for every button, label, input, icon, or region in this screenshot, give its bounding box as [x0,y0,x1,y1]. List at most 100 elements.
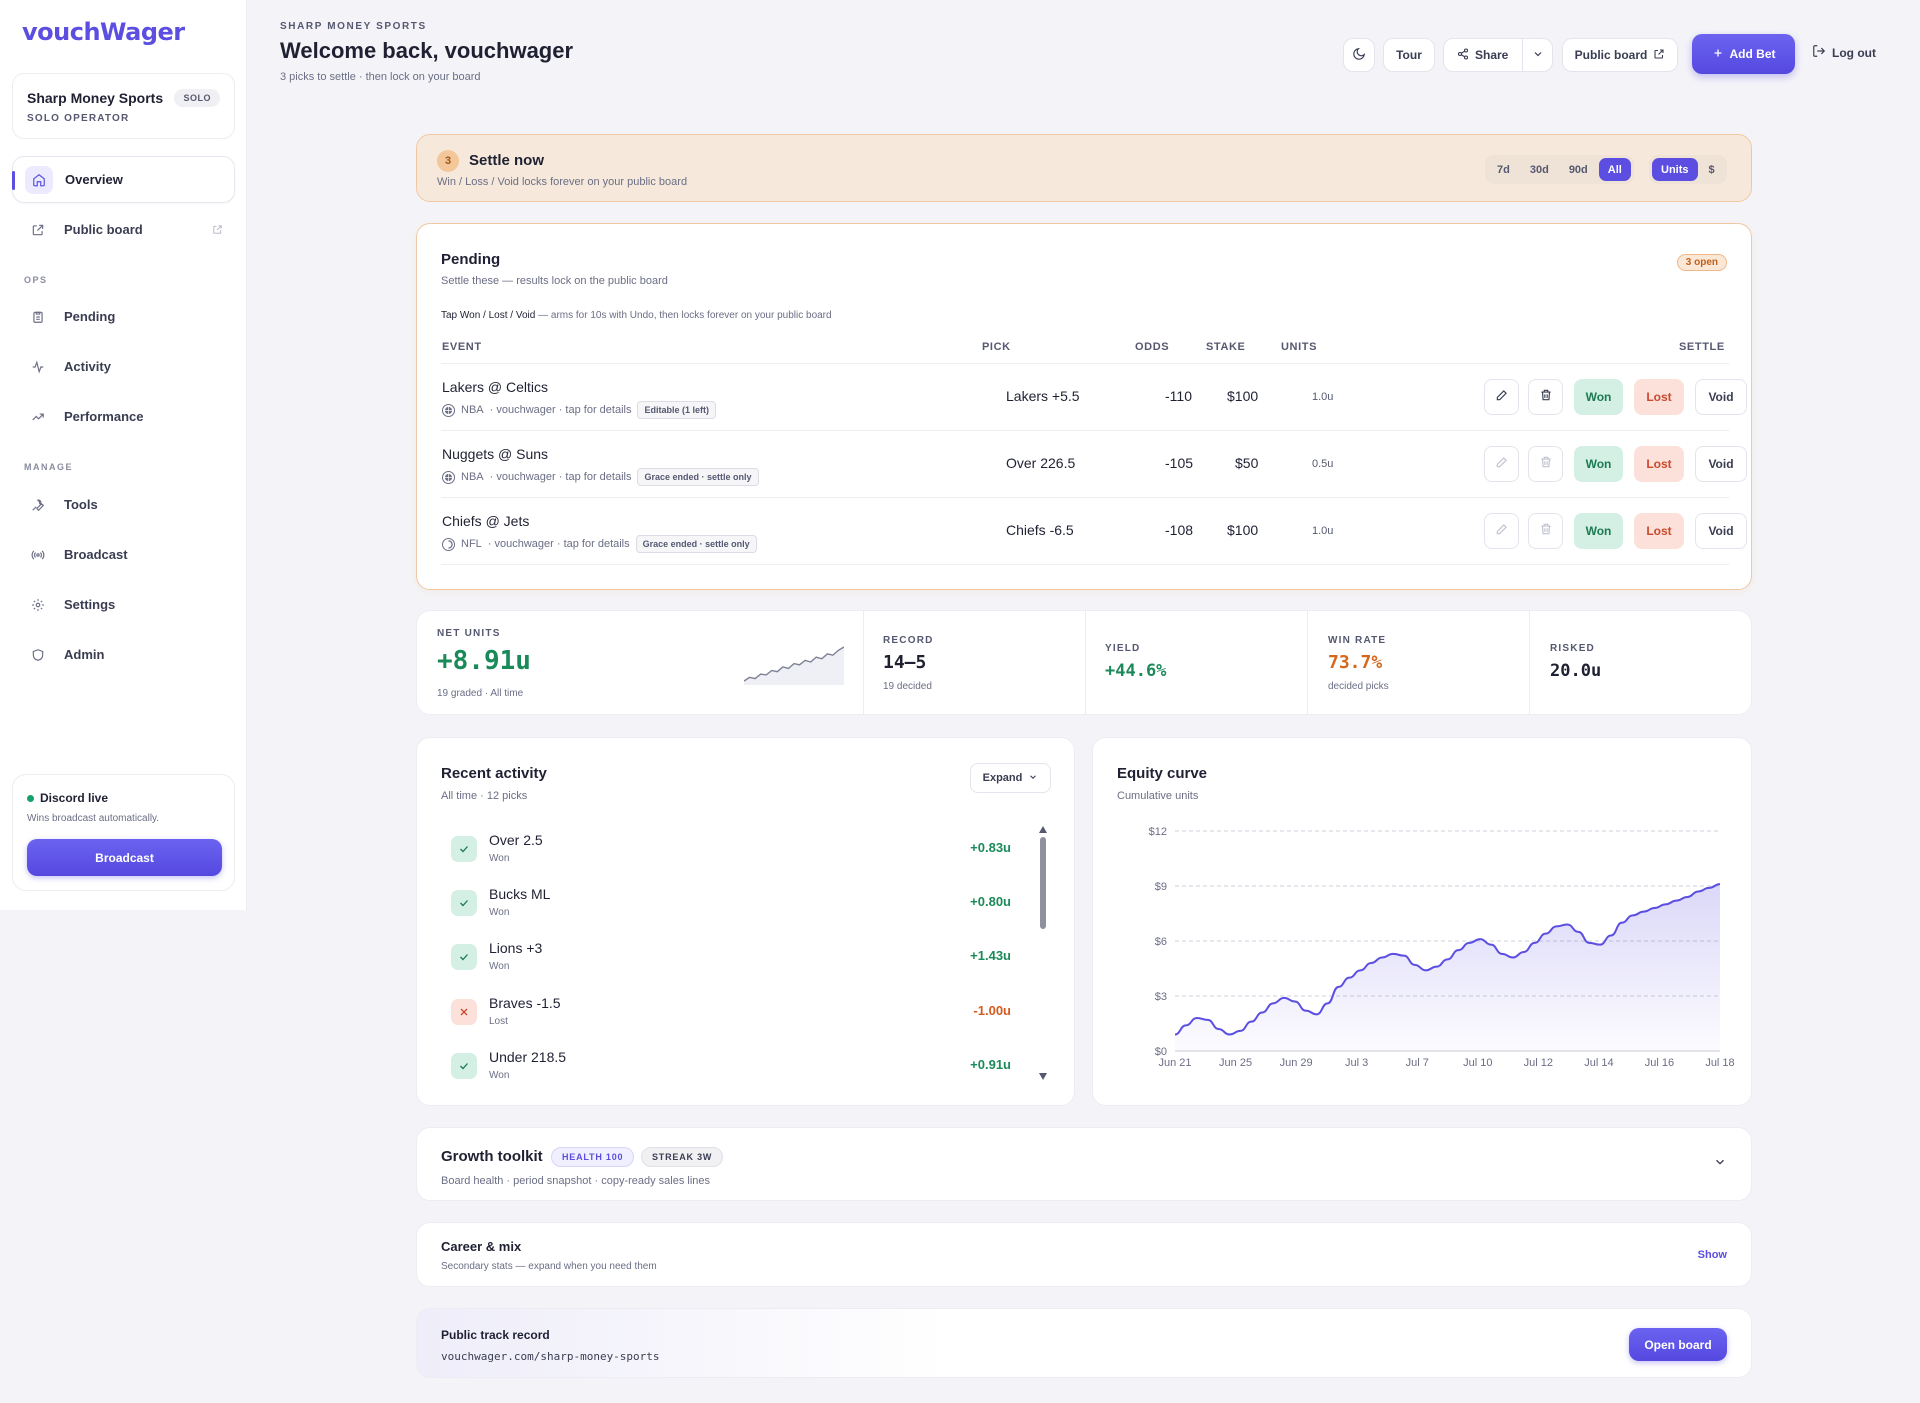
x-tick-label: Jul 14 [1584,1057,1613,1069]
delete-button[interactable] [1528,379,1563,415]
range-all[interactable]: All [1598,158,1631,181]
void-button[interactable]: Void [1695,513,1747,549]
stat-divider [863,611,864,714]
event-meta-text: · vouchwager · tap for details [489,404,632,416]
scrollbar-thumb[interactable] [1040,837,1046,929]
event-meta: NBA · vouchwager · tap for details Grace… [442,468,759,486]
list-item[interactable]: Bucks ML Won +0.80u [451,882,1011,932]
equity-subtitle: Cumulative units [1117,790,1199,802]
list-item[interactable]: Over 2.5 Won +0.83u [451,828,1011,878]
void-button[interactable]: Void [1695,379,1747,415]
win-rate-sub: decided picks [1328,681,1389,692]
show-button[interactable]: Show [1697,1249,1727,1261]
health-pill: HEALTH 100 [551,1147,635,1167]
sidebar-item-overview[interactable]: Overview [12,156,235,203]
range-30d[interactable]: 30d [1529,163,1549,176]
theme-toggle-button[interactable] [1343,38,1375,72]
sidebar-item-performance[interactable]: Performance [12,393,235,440]
org-switcher[interactable]: Sharp Money Sports SOLO SOLO OPERATOR [12,73,235,139]
y-tick-label: $0 [1155,1046,1167,1058]
table-row[interactable]: Lakers @ Celtics NBA · vouchwager · tap … [441,363,1747,430]
broadcast-button[interactable]: Broadcast [27,839,222,876]
page-title: Welcome back, vouchwager [280,38,574,63]
add-bet-button[interactable]: Add Bet [1692,34,1795,74]
scroll-down-arrow[interactable] [1039,1073,1047,1080]
share-icon [1457,47,1469,63]
settle-now-banner: 3 Settle now Win / Loss / Void locks for… [416,134,1752,202]
sidebar-item-label: Tools [64,497,98,512]
public-board-url[interactable]: vouchwager.com/sharp-money-sports [441,1350,660,1363]
public-board-button[interactable]: Public board [1562,38,1678,72]
x-tick-label: Jul 18 [1705,1057,1734,1069]
mode-dollars[interactable]: $ [1708,163,1715,176]
x-tick-label: Jun 25 [1219,1057,1252,1069]
share-button[interactable]: Share [1443,38,1553,72]
list-item[interactable]: Under 218.5 Won +0.91u [451,1045,1011,1095]
trash-icon [1539,455,1553,474]
range-selector: 7d 30d 90d All [1485,155,1634,184]
tour-button[interactable]: Tour [1383,38,1435,72]
activity-scrollbar[interactable] [1039,826,1047,1080]
sidebar-item-broadcast[interactable]: Broadcast [12,531,235,578]
app-logo[interactable]: vouchWager [22,18,185,46]
stake: $100 [1227,388,1259,404]
table-row[interactable]: Chiefs @ Jets NFL · vouchwager · tap for… [441,497,1747,564]
won-button[interactable]: Won [1574,379,1623,415]
units: 1.0u [1312,391,1334,403]
settle-hint-strong: Tap Won / Lost / Void [441,310,536,321]
range-90d[interactable]: 90d [1568,163,1588,176]
edit-button[interactable] [1484,446,1519,482]
sidebar-item-public-board[interactable]: Public board [12,206,235,253]
table-row[interactable]: Nuggets @ Suns NBA · vouchwager · tap fo… [441,430,1747,497]
units: 1.0u [1312,525,1334,537]
lost-button[interactable]: Lost [1634,379,1684,415]
odds: -105 [1165,455,1194,471]
activity-pick: Braves -1.5 [489,995,561,1011]
league: NBA [461,471,484,483]
won-button[interactable]: Won [1574,513,1623,549]
lost-button[interactable]: Lost [1634,446,1684,482]
mode-units[interactable]: Units [1652,158,1698,181]
settle-title: Settle now [469,152,545,169]
streak-pill: STREAK 3W [641,1147,724,1167]
scroll-up-arrow[interactable] [1039,826,1047,833]
event-name: Lakers @ Celtics [442,379,549,395]
career-mix-card: Career & mix Secondary stats — expand wh… [416,1222,1752,1287]
sidebar-item-tools[interactable]: Tools [12,481,235,528]
range-7d[interactable]: 7d [1497,163,1510,176]
status-tag: Grace ended · settle only [637,468,759,486]
sidebar-item-activity[interactable]: Activity [12,343,235,390]
activity-units: +0.83u [970,840,1011,855]
void-button[interactable]: Void [1695,446,1747,482]
delete-button[interactable] [1528,446,1563,482]
delete-button[interactable] [1528,513,1563,549]
pencil-icon [1495,455,1509,474]
list-item[interactable]: Lions +3 Won +1.43u [451,936,1011,986]
list-item[interactable]: Braves -1.5 Lost -1.00u [451,991,1011,1041]
page-eyebrow: SHARP MONEY SPORTS [280,21,427,32]
chevron-down-icon[interactable] [1713,1155,1727,1174]
record-sub: 19 decided [883,681,932,692]
sidebar-item-settings[interactable]: Settings [12,581,235,628]
org-role: SOLO OPERATOR [27,113,130,124]
won-button[interactable]: Won [1574,446,1623,482]
logout-button[interactable]: Log out [1812,44,1876,61]
edit-button[interactable] [1484,513,1519,549]
sidebar-item-admin[interactable]: Admin [12,631,235,678]
open-board-button[interactable]: Open board [1629,1328,1727,1361]
x-tick-label: Jul 3 [1345,1057,1368,1069]
y-tick-label: $9 [1155,881,1167,893]
discord-status-card: Discord live Wins broadcast automaticall… [12,774,235,891]
growth-toolkit-card[interactable]: Growth toolkit HEALTH 100 STREAK 3W Boar… [416,1127,1752,1201]
chevron-down-icon[interactable] [1532,48,1544,63]
equity-curve-card: Equity curve Cumulative units $0 $3 $6 $9 $1… [1092,737,1752,1106]
table-bottom-divider [441,564,1729,565]
expand-button[interactable]: Expand [970,763,1051,793]
pick: Lakers +5.5 [1006,388,1080,404]
sidebar-item-pending[interactable]: Pending [12,293,235,340]
x-tick-label: Jul 10 [1463,1057,1492,1069]
net-units-sub: 19 graded · All time [437,688,524,699]
x-tick-label: Jun 29 [1280,1057,1313,1069]
lost-button[interactable]: Lost [1634,513,1684,549]
edit-button[interactable] [1484,379,1519,415]
